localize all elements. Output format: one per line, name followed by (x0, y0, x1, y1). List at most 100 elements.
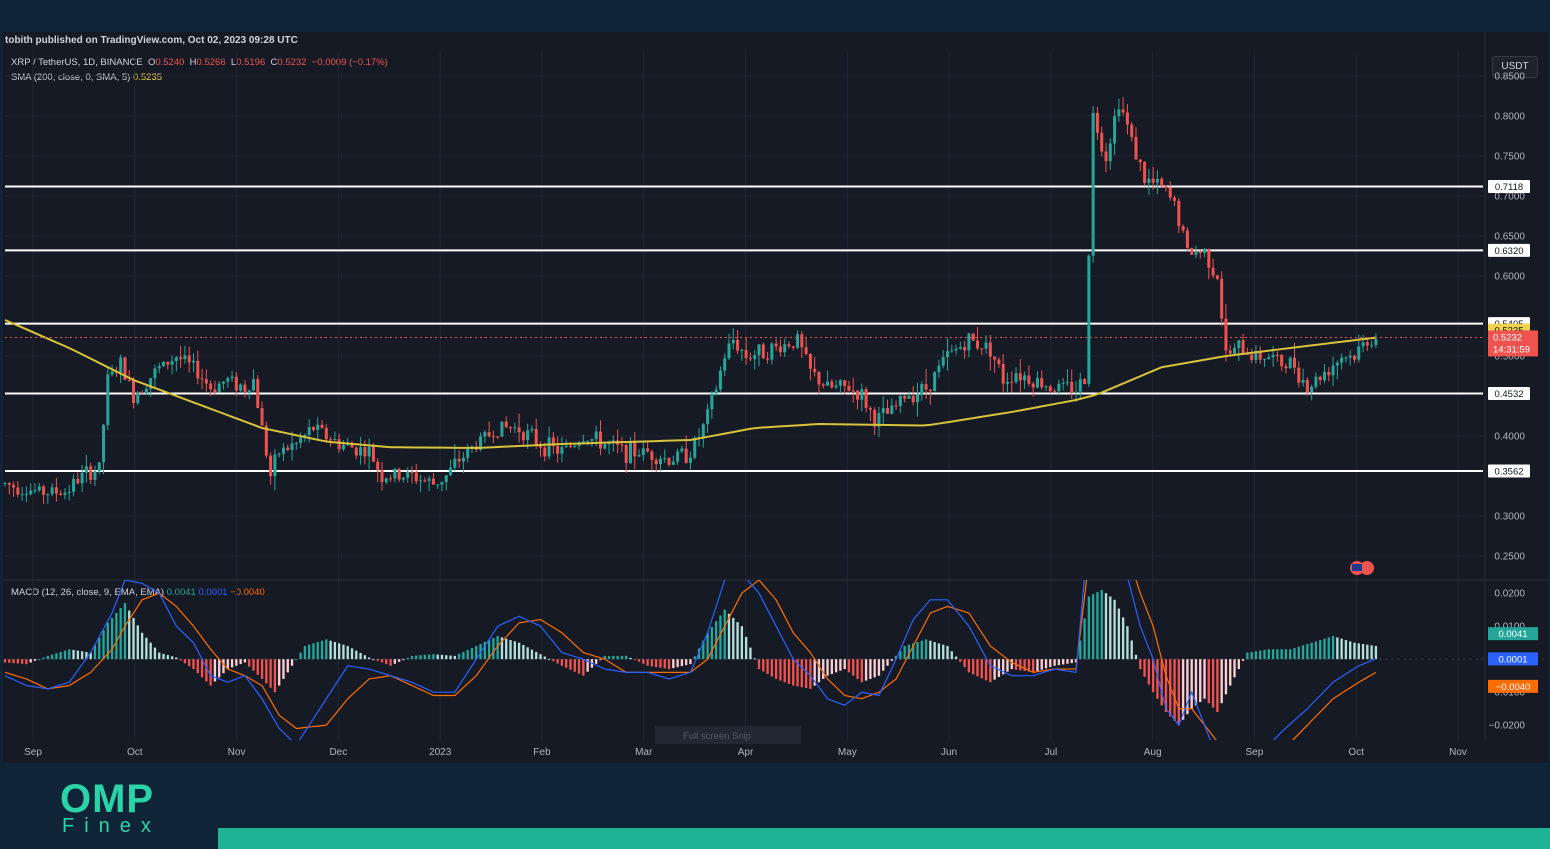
price-tick-label: 0.4000 (1494, 432, 1525, 443)
candle-body (903, 396, 907, 399)
macd-histogram-bar (595, 659, 598, 664)
candle-body (1305, 379, 1309, 393)
candle-body (568, 446, 572, 448)
candle-body (791, 346, 795, 348)
macd-histogram-bar (989, 659, 992, 683)
candle-body (170, 361, 174, 365)
candle-body (221, 381, 225, 384)
macd-histogram-bar (170, 656, 174, 660)
macd-histogram-bar (1139, 659, 1142, 670)
macd-histogram-bar (1036, 659, 1039, 672)
macd-hist-value: 0.0041 (166, 587, 196, 598)
macd-histogram-bar (1117, 608, 1121, 660)
candle-body (984, 342, 988, 349)
trading-chart[interactable]: tobith published on TradingView.com, Oct… (3, 32, 1548, 763)
macd-histogram-bar (933, 642, 936, 660)
macd-histogram-bar (1130, 640, 1133, 660)
macd-histogram-bar (483, 642, 486, 660)
macd-histogram-bar (667, 659, 671, 670)
candle-body (594, 431, 598, 440)
candle-body (496, 436, 500, 438)
candle-body (217, 383, 221, 393)
macd-histogram-bar (213, 659, 217, 682)
candle-body (873, 409, 877, 427)
candle-body (701, 424, 705, 438)
macd-histogram-bar (616, 655, 619, 660)
macd-histogram-bar (1233, 659, 1236, 678)
flag-icon (1360, 561, 1374, 575)
macd-histogram-bar (136, 625, 139, 660)
macd-histogram-bar (98, 637, 101, 660)
candle-body (350, 443, 354, 448)
candle-body (796, 334, 800, 348)
candle-body (761, 344, 765, 359)
sma-legend: SMA (200, close, 0, SMA, 5) 0.5235 (11, 72, 162, 83)
x-tick-label: Apr (738, 747, 754, 758)
candle-body (294, 442, 298, 444)
macd-histogram-bar (1040, 659, 1043, 670)
candle-body (646, 448, 650, 452)
chart-canvas[interactable]: Sep Oct Nov Dec 2023 Feb Mar Apr May Jun Jul Aug Sep… (3, 32, 1548, 763)
candle-body (166, 361, 170, 365)
macd-histogram-bar (380, 659, 384, 663)
candle-body (42, 486, 46, 495)
macd-histogram-bar (586, 659, 589, 672)
macd-histogram-bar (16, 659, 20, 664)
macd-histogram-bar (445, 655, 448, 660)
candle-body (671, 461, 675, 465)
macd-histogram-bar (1336, 637, 1339, 660)
macd-histogram-bar (852, 659, 855, 676)
macd-histogram-bar (312, 643, 315, 660)
candle-body (658, 458, 662, 465)
candle-body (256, 379, 260, 408)
candle-body (1023, 375, 1027, 381)
candle-body (106, 374, 110, 425)
macd-histogram-bar (29, 659, 32, 663)
candle-body (1322, 371, 1326, 381)
candle-body (911, 395, 915, 403)
macd-histogram-bar (963, 659, 966, 668)
macd-histogram-bar (436, 654, 439, 660)
candle-body (808, 353, 812, 369)
macd-histogram-bar (389, 659, 392, 666)
candle-body (1143, 162, 1147, 183)
fullscreen-hint-label: Full screen Snip (683, 731, 751, 742)
macd-histogram-bar (492, 638, 495, 660)
price-tick-label: 0.8000 (1494, 112, 1525, 123)
candle-body (1048, 386, 1052, 392)
macd-histogram-bar (543, 656, 546, 660)
candle-body (560, 447, 564, 454)
macd-histogram-bar (556, 659, 559, 664)
macd-histogram-bar (702, 640, 705, 660)
macd-histogram-bar (869, 659, 872, 679)
macd-histogram-bar (762, 659, 765, 672)
macd-histogram-bar (1224, 659, 1228, 695)
change-value: −0.0009 (−0.17%) (311, 57, 388, 68)
macd-histogram-bar (547, 658, 551, 660)
macd-histogram-bar (1109, 596, 1112, 660)
macd-histogram-bar (123, 603, 127, 660)
macd-histogram-bar (625, 655, 628, 660)
macd-histogram-bar (1156, 659, 1159, 699)
candle-body (149, 378, 153, 389)
macd-histogram-bar (633, 659, 636, 661)
candle-body (320, 424, 324, 428)
macd-histogram-bar (924, 639, 928, 660)
candle-body (821, 384, 825, 386)
macd-histogram-bar (873, 659, 876, 678)
candle-body (736, 339, 740, 351)
macd-histogram-bar (50, 654, 54, 660)
candle-body (778, 346, 782, 353)
candle-body (316, 424, 320, 430)
candle-body (1164, 186, 1168, 188)
macd-histogram-bar (230, 659, 234, 668)
candle-body (72, 478, 76, 492)
candle-body (1228, 350, 1232, 354)
candle-body (393, 468, 397, 479)
candle-body (1147, 178, 1151, 183)
level-tag-label: 0.3562 (1494, 467, 1523, 478)
candle-body (744, 350, 748, 359)
macd-histogram-bar (218, 659, 221, 678)
currency-button[interactable]: USDT (1492, 56, 1538, 78)
candle-body (663, 458, 667, 460)
